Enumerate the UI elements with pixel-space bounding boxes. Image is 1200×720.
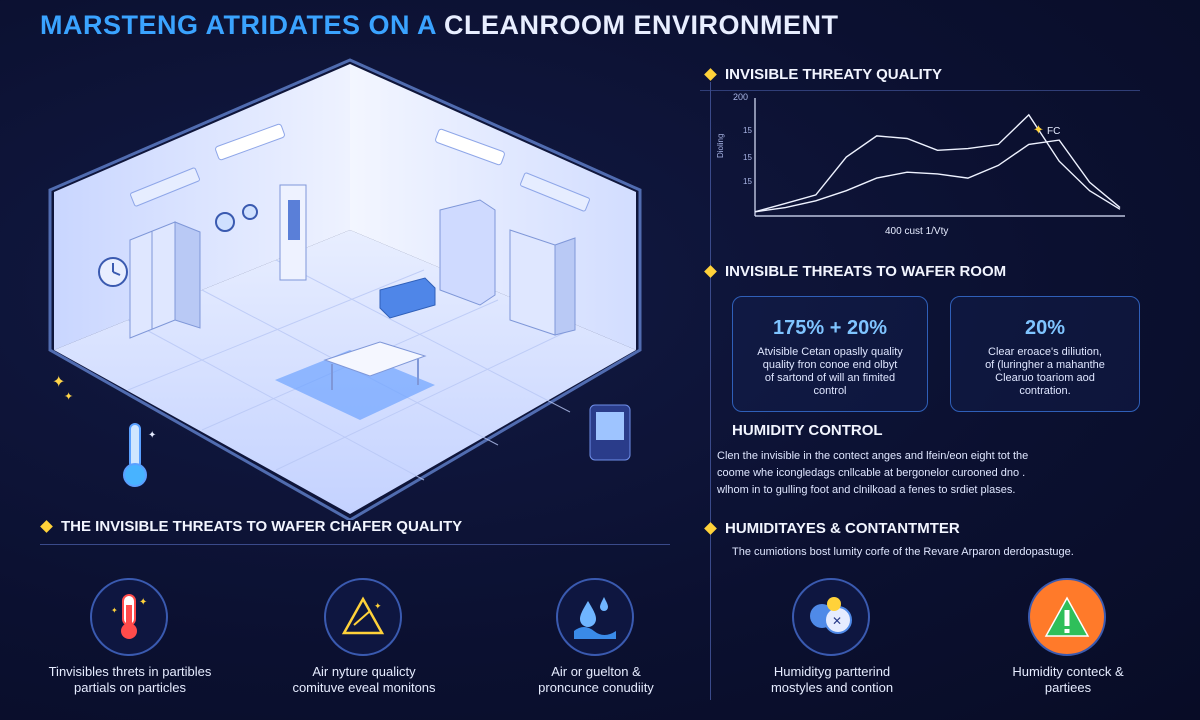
thermometer-icon: ✦ ✦ [90, 578, 168, 656]
chart-heading: INVISIBLE THREATY QUALITY [704, 66, 942, 83]
alert-triangle-icon [1028, 578, 1106, 656]
stat-value: 20% [1024, 317, 1066, 339]
cleanroom-illustration [48, 58, 642, 520]
divider [710, 82, 711, 700]
title-highlight: MARSTENG ATRIDATES ON A [40, 10, 436, 40]
warning-icon: ✦ [324, 578, 402, 656]
svg-text:✦: ✦ [374, 601, 382, 611]
thermometer-icon: ✦ [123, 423, 156, 487]
sparkle-icon: ✦ [52, 374, 66, 391]
y-tick-label: 15 [743, 153, 752, 162]
series-line-0 [754, 113, 1121, 213]
page-title: MARSTENG ATRIDATES ON A CLEANROOM ENVIRO… [40, 10, 839, 41]
bullet-icon [40, 520, 53, 533]
svg-text:✦: ✦ [111, 606, 118, 615]
bullet-icon [704, 68, 717, 81]
legend-star-icon: ✦ [1033, 122, 1044, 137]
bullet-icon [704, 265, 717, 278]
contaminant-heading: HUMIDITAYES & CONTANTMTER [704, 520, 960, 537]
threats-heading: INVISIBLE THREATS TO WAFER ROOM [704, 263, 1006, 280]
stat-desc: Clear eroace's diliution, of (luringher … [985, 346, 1105, 397]
svg-text:✕: ✕ [832, 614, 842, 628]
svg-text:✦: ✦ [139, 597, 147, 608]
humidity-heading: HUMIDITY CONTROL [732, 422, 883, 439]
threat-label: Humidityg partterind mostyles and contio… [770, 664, 894, 695]
series-line-1 [754, 139, 1121, 213]
y-tick-label: 15 [743, 177, 752, 186]
divider [40, 544, 670, 545]
y-top-label: 200 [733, 92, 748, 102]
sparkle-icon: ✦ [64, 391, 74, 403]
contaminant-text: The cumiotions bost lumity corfe of the … [732, 546, 1074, 558]
bullet-icon [704, 522, 717, 535]
humidity-paragraph: Clen the invisible in the contect anges … [717, 450, 1029, 496]
threat-label: Tinvisibles threts in partibles partials… [48, 664, 212, 695]
stat-desc: Atvisible Cetan opaslly quality quality … [757, 346, 903, 397]
bottom-heading: THE INVISIBLE THREATS TO WAFER CHAFER QU… [40, 518, 462, 535]
threat-label: Air nyture qualicty comituve eveal monit… [292, 664, 436, 695]
line-chart: 200 Dioling 15 15 15 ✦ FC 400 cust 1/Vty [716, 92, 1125, 237]
stat-card: 175% + 20% Atvisible Cetan opaslly quali… [732, 296, 928, 412]
humidity-particle-icon: ✕ [792, 578, 870, 656]
threat-label: Air or guelton & proncunce conudiity [538, 664, 654, 695]
x-axis-label: 400 cust 1/Vty [885, 226, 948, 237]
legend-label: FC [1047, 126, 1060, 137]
threat-label: Humidity conteck & partiees [1012, 664, 1124, 695]
y-axis-label: Dioling [716, 134, 725, 158]
stat-card: 20% Clear eroace's diliution, of (luring… [950, 296, 1140, 412]
svg-text:✦: ✦ [148, 430, 156, 441]
divider [700, 90, 1140, 91]
y-tick-label: 15 [743, 126, 752, 135]
title-rest: CLEANROOM ENVIRONMENT [444, 10, 839, 40]
water-drops-icon [556, 578, 634, 656]
stat-value: 175% + 20% [773, 317, 887, 339]
